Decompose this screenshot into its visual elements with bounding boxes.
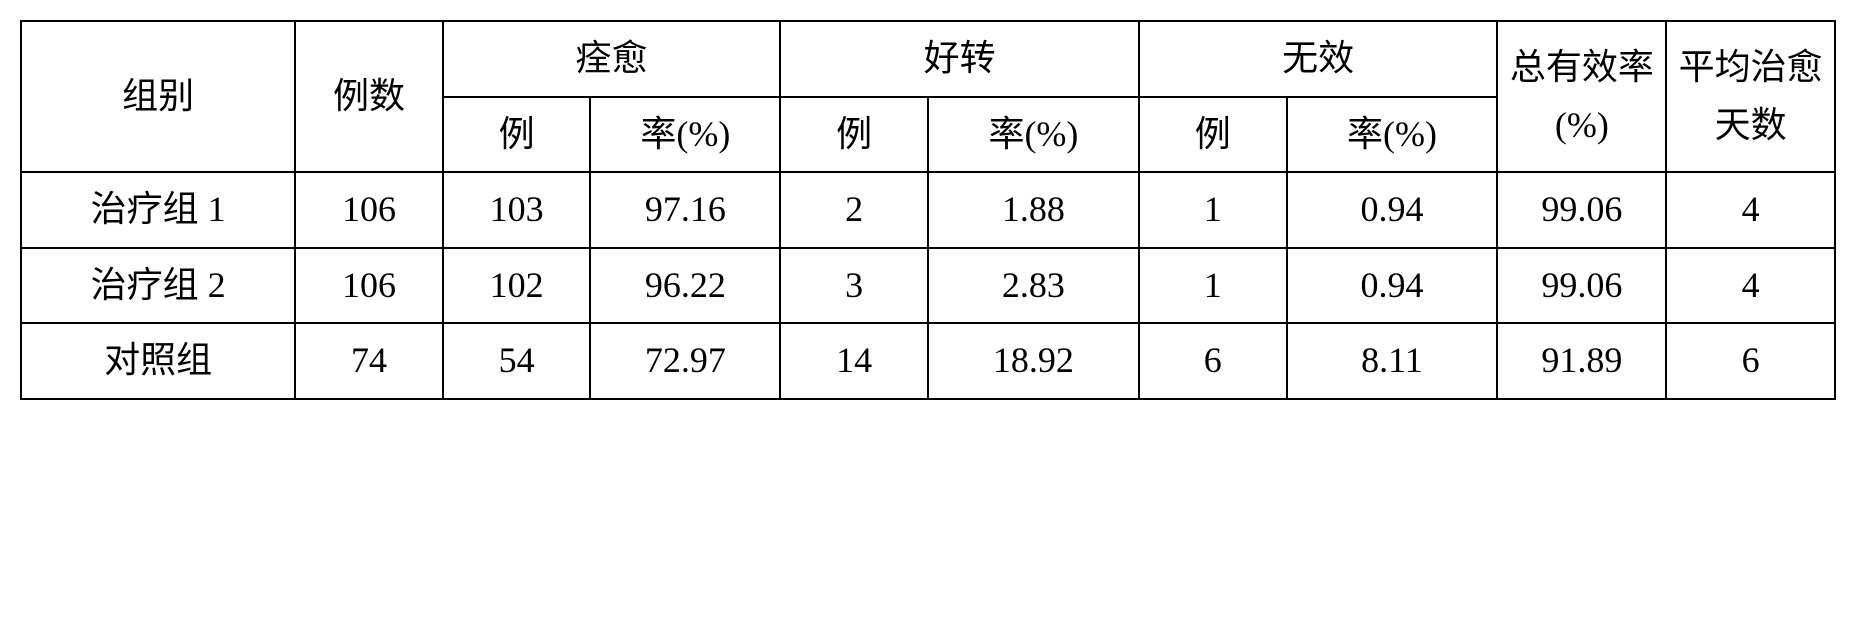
- cell-ineff-rate: 0.94: [1287, 248, 1498, 324]
- cell-cured-rate: 72.97: [590, 323, 780, 399]
- cell-total-rate: 91.89: [1497, 323, 1666, 399]
- header-improved: 好转: [780, 21, 1139, 97]
- cell-group: 治疗组 2: [21, 248, 295, 324]
- cell-ineff-rate: 8.11: [1287, 323, 1498, 399]
- cell-total-rate: 99.06: [1497, 248, 1666, 324]
- cell-improved-n: 2: [780, 172, 928, 248]
- cell-total-rate: 99.06: [1497, 172, 1666, 248]
- cell-avg-days: 6: [1666, 323, 1835, 399]
- cell-ineff-n: 6: [1139, 323, 1287, 399]
- header-improved-n: 例: [780, 97, 928, 173]
- cell-improved-n: 14: [780, 323, 928, 399]
- cell-ineff-rate: 0.94: [1287, 172, 1498, 248]
- cell-cured-rate: 96.22: [590, 248, 780, 324]
- header-avg-days: 平均治愈天数: [1666, 21, 1835, 172]
- header-cured-rate: 率(%): [590, 97, 780, 173]
- header-count: 例数: [295, 21, 443, 172]
- header-ineff-rate: 率(%): [1287, 97, 1498, 173]
- cell-cured-n: 103: [443, 172, 591, 248]
- header-group: 组别: [21, 21, 295, 172]
- cell-ineff-n: 1: [1139, 172, 1287, 248]
- header-row-1: 组别 例数 痊愈 好转 无效 总有效率(%) 平均治愈天数: [21, 21, 1835, 97]
- results-table: 组别 例数 痊愈 好转 无效 总有效率(%) 平均治愈天数 例 率(%) 例 率…: [20, 20, 1836, 400]
- cell-improved-n: 3: [780, 248, 928, 324]
- cell-ineff-n: 1: [1139, 248, 1287, 324]
- table-row: 对照组 74 54 72.97 14 18.92 6 8.11 91.89 6: [21, 323, 1835, 399]
- cell-cured-n: 54: [443, 323, 591, 399]
- cell-count: 106: [295, 172, 443, 248]
- cell-avg-days: 4: [1666, 172, 1835, 248]
- cell-avg-days: 4: [1666, 248, 1835, 324]
- header-ineffective: 无效: [1139, 21, 1498, 97]
- cell-group: 治疗组 1: [21, 172, 295, 248]
- cell-cured-rate: 97.16: [590, 172, 780, 248]
- cell-improved-rate: 18.92: [928, 323, 1139, 399]
- cell-group: 对照组: [21, 323, 295, 399]
- cell-cured-n: 102: [443, 248, 591, 324]
- header-ineff-n: 例: [1139, 97, 1287, 173]
- cell-count: 106: [295, 248, 443, 324]
- header-improved-rate: 率(%): [928, 97, 1139, 173]
- table-row: 治疗组 1 106 103 97.16 2 1.88 1 0.94 99.06 …: [21, 172, 1835, 248]
- header-cured-n: 例: [443, 97, 591, 173]
- header-cured: 痊愈: [443, 21, 780, 97]
- cell-count: 74: [295, 323, 443, 399]
- table-row: 治疗组 2 106 102 96.22 3 2.83 1 0.94 99.06 …: [21, 248, 1835, 324]
- cell-improved-rate: 1.88: [928, 172, 1139, 248]
- header-total-rate: 总有效率(%): [1497, 21, 1666, 172]
- cell-improved-rate: 2.83: [928, 248, 1139, 324]
